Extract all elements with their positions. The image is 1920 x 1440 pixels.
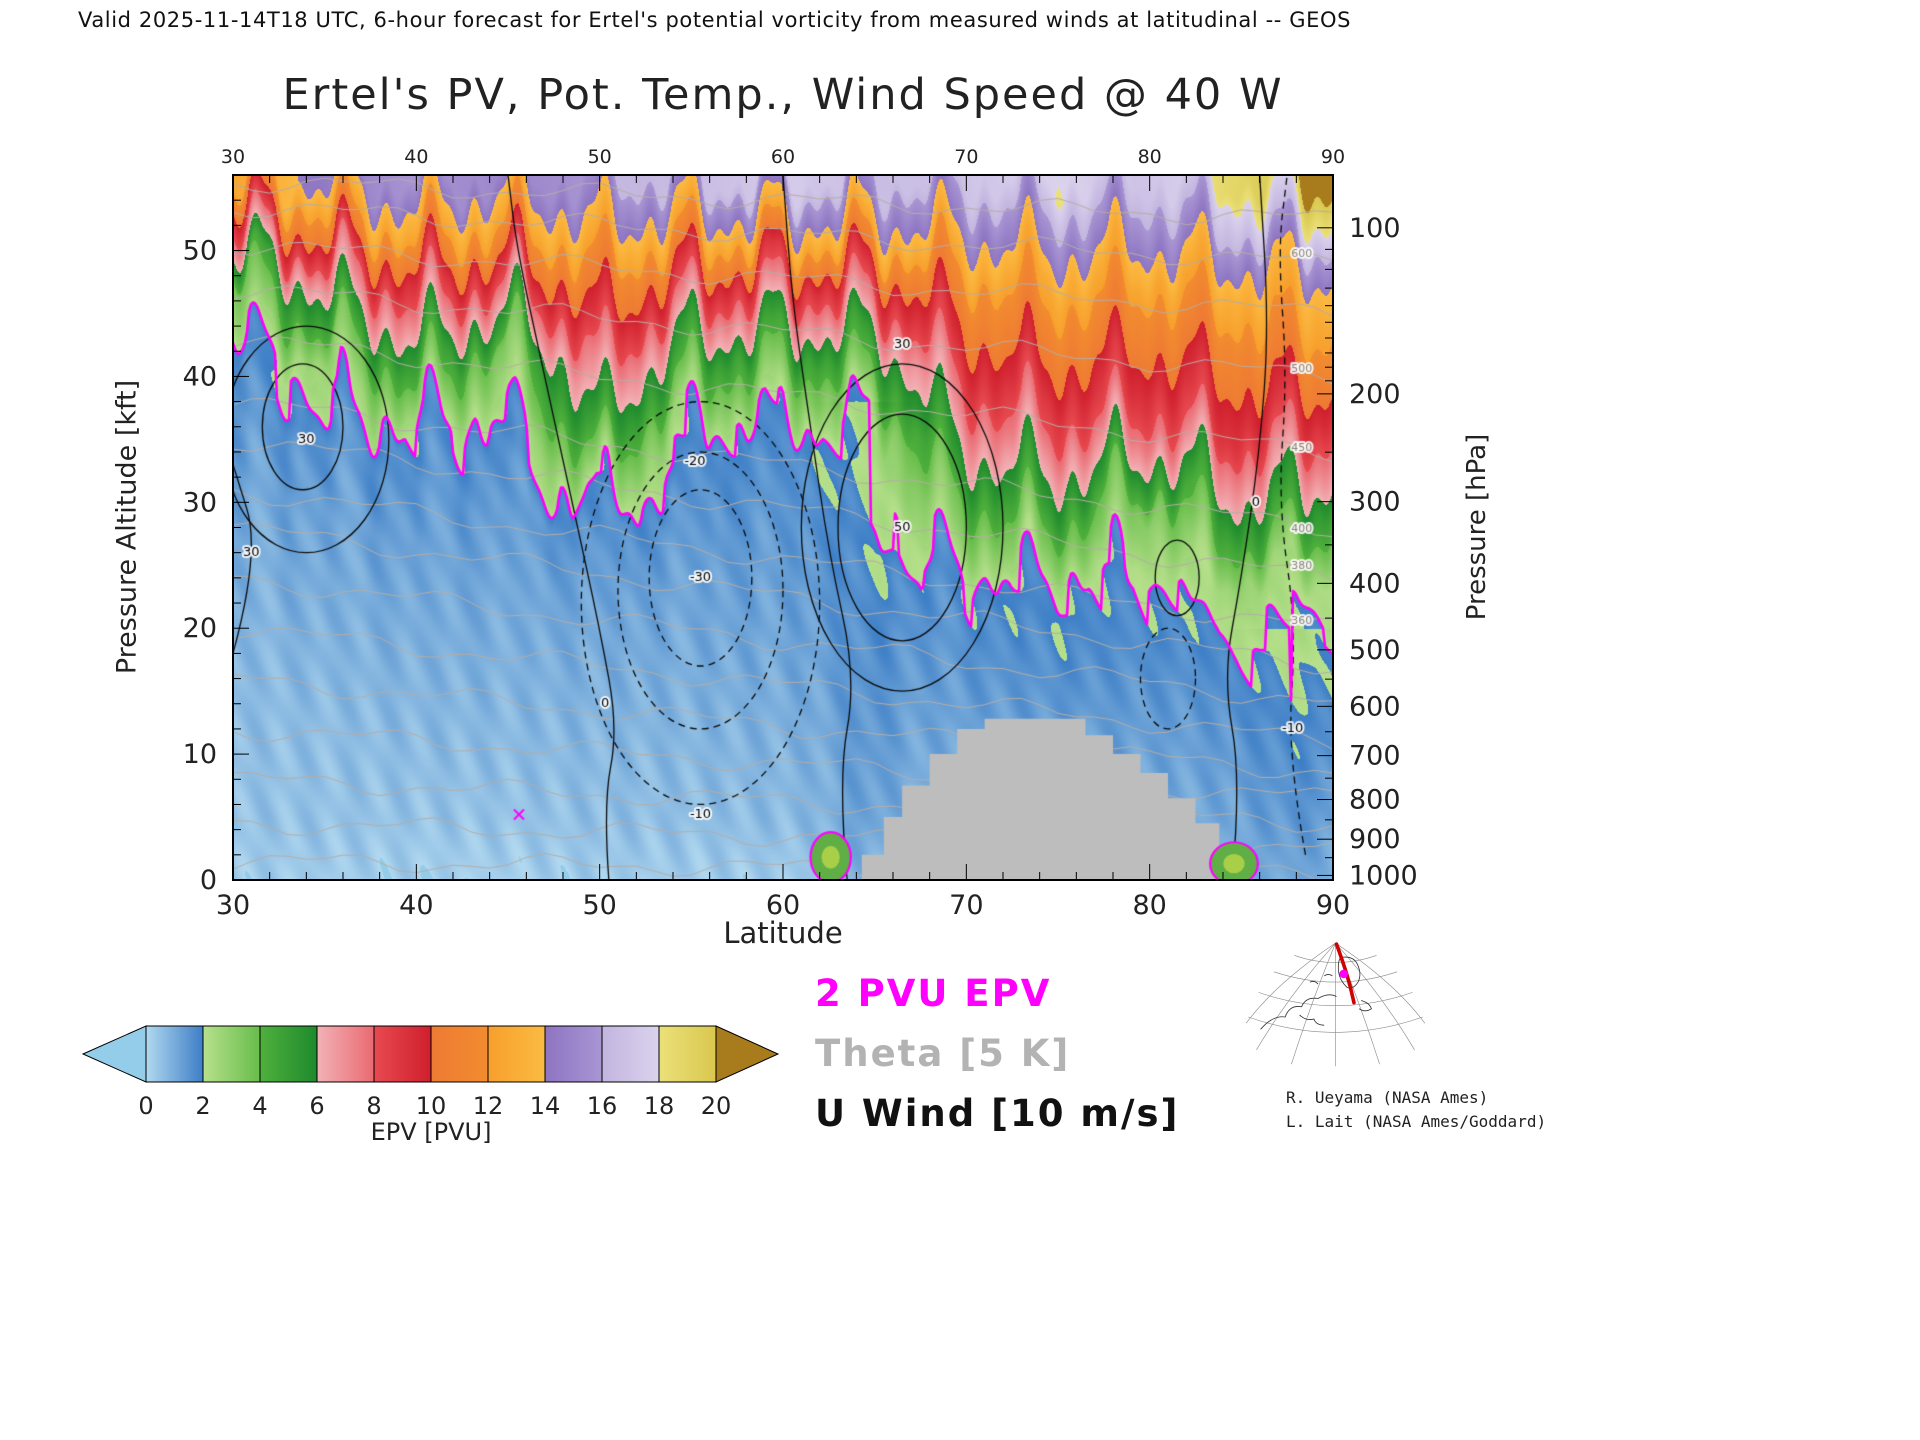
x-top-tick-label: 80 (1138, 146, 1162, 168)
colorbar-tick-label: 12 (473, 1092, 504, 1120)
figure-title: Ertel's PV, Pot. Temp., Wind Speed @ 40 … (282, 70, 1284, 120)
epv-cross-section-canvas (233, 175, 1333, 880)
validity-header: Valid 2025-11-14T18 UTC, 6-hour forecast… (78, 8, 1352, 32)
credit-line-1: R. Ueyama (NASA Ames) (1286, 1088, 1489, 1107)
y-left-tick-label: 20 (183, 613, 217, 644)
y-right-tick-label: 300 (1349, 487, 1401, 518)
legend-epv-contour: 2 PVU EPV (815, 972, 1052, 1015)
y-left-tick-label: 30 (183, 487, 217, 518)
x-top-tick-label: 70 (954, 146, 978, 168)
legend-theta-contour: Theta [5 K] (815, 1032, 1071, 1075)
colorbar-tick-label: 20 (701, 1092, 732, 1120)
colorbar-segment (544, 1025, 603, 1083)
colorbar-tick-label: 18 (644, 1092, 675, 1120)
y-right-tick-label: 200 (1349, 379, 1401, 410)
colorbar: 0 2 4 6 8 10 12 14 16 18 20 (81, 1025, 780, 1120)
y-right-tick-label: 400 (1349, 568, 1401, 599)
y-right-tick-label: 600 (1349, 691, 1401, 722)
inset-map (1245, 942, 1426, 1067)
y-right-tick-label: 500 (1349, 635, 1401, 666)
colorbar-segment (202, 1025, 261, 1083)
y-right-tick-label: 100 (1349, 213, 1401, 244)
credits-block: R. Ueyama (NASA Ames) L. Lait (NASA Ames… (1286, 1086, 1546, 1134)
map-graticule (1245, 942, 1426, 1067)
x-axis-title: Latitude (723, 916, 843, 950)
legend-uwind-contour: U Wind [10 m/s] (815, 1092, 1180, 1135)
colorbar-under-arrow (81, 1025, 147, 1083)
colorbar-over-arrow (715, 1025, 780, 1083)
colorbar-tick-label: 6 (309, 1092, 324, 1120)
x-top-tick-label: 50 (588, 146, 612, 168)
y-right-axis-title: Pressure [hPa] (1462, 433, 1492, 621)
colorbar-segment (658, 1025, 717, 1083)
y-right-tick-label: 900 (1349, 824, 1401, 855)
map-coastlines (1260, 956, 1372, 1030)
colorbar-tick-label: 16 (587, 1092, 618, 1120)
y-left-tick-label: 0 (200, 865, 217, 896)
colorbar-segment (601, 1025, 660, 1083)
colorbar-segment (430, 1025, 489, 1083)
colorbar-tick-label: 0 (138, 1092, 153, 1120)
colorbar-segment (487, 1025, 546, 1083)
credit-line-2: L. Lait (NASA Ames/Goddard) (1286, 1112, 1547, 1131)
colorbar-tick-label: 14 (530, 1092, 561, 1120)
colorbar-segment (373, 1025, 432, 1083)
y-right-tick-label: 700 (1349, 741, 1401, 772)
colorbar-tick-label: 4 (252, 1092, 267, 1120)
x-top-tick-label: 40 (404, 146, 428, 168)
legend: 2 PVU EPV Theta [5 K] U Wind [10 m/s] (815, 972, 1179, 1152)
colorbar-tick-label: 10 (416, 1092, 447, 1120)
map-location-dot (1339, 969, 1349, 979)
x-top-tick-label: 90 (1321, 146, 1345, 168)
colorbar-title: EPV [PVU] (370, 1118, 492, 1146)
y-left-axis-title: Pressure Altitude [kft] (111, 379, 143, 675)
y-right-tick-label: 1000 (1349, 860, 1418, 891)
y-left-tick-label: 50 (183, 236, 217, 267)
y-left-tick-label: 40 (183, 361, 217, 392)
colorbar-tick-label: 8 (366, 1092, 381, 1120)
x-top-tick-label: 30 (221, 146, 245, 168)
y-right-tick-label: 800 (1349, 785, 1401, 816)
y-left-tick-label: 10 (183, 739, 217, 770)
colorbar-segment (259, 1025, 318, 1083)
colorbar-segment (145, 1025, 204, 1083)
x-top-tick-label: 60 (771, 146, 795, 168)
colorbar-tick-label: 2 (195, 1092, 210, 1120)
colorbar-segment (316, 1025, 375, 1083)
